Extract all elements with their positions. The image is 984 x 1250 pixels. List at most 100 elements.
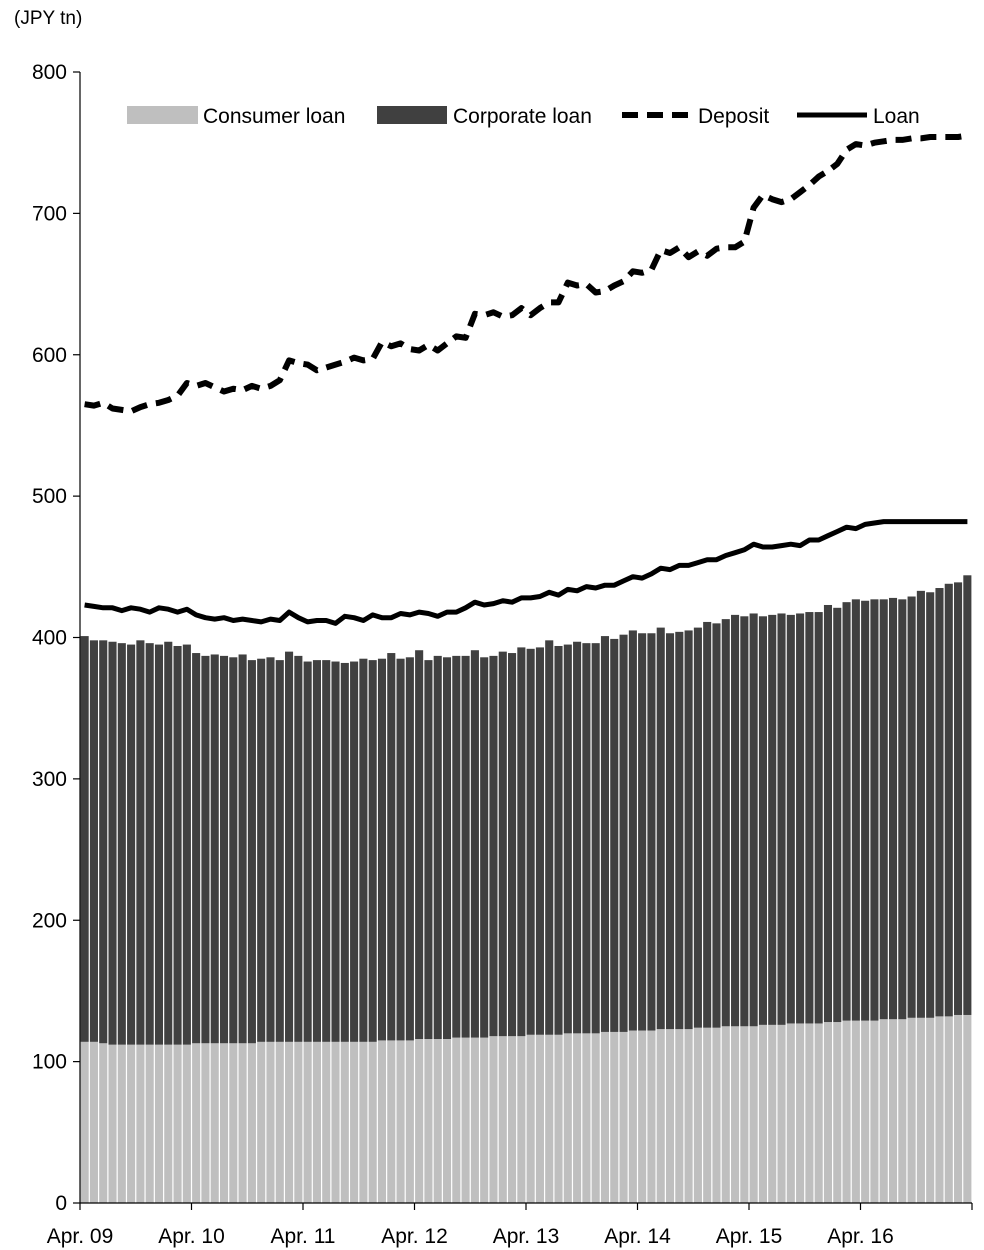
consumer-loan-bar [768, 1024, 777, 1203]
corporate-loan-bar [452, 655, 461, 1038]
consumer-loan-bar [647, 1030, 656, 1203]
corporate-loan-bar [758, 616, 767, 1025]
legend-corporate-loan-label: Corporate loan [453, 105, 592, 128]
corporate-loan-bar [916, 590, 925, 1018]
consumer-loan-bar [433, 1039, 442, 1203]
consumer-loan-bar [229, 1043, 238, 1203]
corporate-loan-bar [851, 599, 860, 1021]
consumer-loan-bar [796, 1023, 805, 1203]
corporate-loan-bar [294, 655, 303, 1042]
consumer-loan-bar [331, 1041, 340, 1203]
corporate-loan-bar [888, 597, 898, 1020]
corporate-loan-bar [219, 655, 229, 1044]
corporate-loan-bar [89, 640, 98, 1042]
consumer-loan-bar [526, 1034, 535, 1203]
corporate-loan-bar [359, 658, 368, 1042]
corporate-loan-bar [935, 588, 944, 1017]
corporate-loan-bar [554, 645, 563, 1035]
consumer-loan-bar [517, 1036, 526, 1203]
consumer-loan-bar [322, 1041, 331, 1203]
corporate-loan-bar [275, 660, 284, 1042]
consumer-loan-bar [749, 1026, 758, 1203]
corporate-loan-bar [749, 613, 758, 1027]
y-tick-label: 200 [32, 909, 67, 932]
consumer-loan-bar [814, 1023, 823, 1203]
consumer-loan-bar [303, 1041, 312, 1203]
consumer-loan-bar [154, 1044, 164, 1203]
corporate-loan-bar [796, 613, 805, 1024]
y-tick-label: 700 [32, 202, 67, 225]
corporate-loan-bar [154, 644, 164, 1045]
corporate-loan-bar [879, 599, 888, 1020]
corporate-loan-bar [665, 633, 675, 1030]
consumer-loan-bar [127, 1044, 136, 1203]
consumer-loan-bar [638, 1030, 647, 1203]
consumer-loan-bar [80, 1041, 89, 1203]
consumer-loan-bar [833, 1022, 842, 1203]
consumer-loan-bar [452, 1037, 461, 1203]
consumer-loan-bar [721, 1026, 730, 1203]
y-tick-label: 600 [32, 344, 67, 367]
corporate-loan-bar [833, 607, 842, 1023]
corporate-loan-bar [638, 633, 647, 1031]
corporate-loan-bar [508, 653, 517, 1037]
corporate-loan-bar [461, 655, 470, 1038]
corporate-loan-bar [545, 640, 554, 1035]
consumer-loan-bar [954, 1014, 963, 1203]
corporate-loan-bar [108, 641, 117, 1045]
corporate-loan-bar [573, 641, 582, 1034]
consumer-loan-bar [740, 1026, 749, 1203]
consumer-loan-bar [247, 1043, 256, 1203]
y-tick-label: 800 [32, 61, 67, 84]
consumer-loan-bar [535, 1034, 544, 1203]
consumer-loan-bar [851, 1020, 860, 1203]
corporate-loan-bar [517, 647, 526, 1037]
legend-deposit-label: Deposit [698, 105, 769, 128]
corporate-loan-bar [684, 630, 693, 1030]
corporate-loan-bar [712, 623, 721, 1028]
corporate-loan-bar [442, 657, 452, 1040]
corporate-loan-bar [322, 660, 331, 1042]
legend-corporate-loan-swatch [377, 106, 447, 124]
consumer-loan-bar [498, 1036, 507, 1203]
consumer-loan-bar [684, 1029, 693, 1203]
corporate-loan-bar [405, 657, 414, 1041]
x-tick-label: Apr. 15 [716, 1225, 783, 1248]
corporate-loan-bar [535, 647, 544, 1035]
corporate-loan-bar [721, 619, 730, 1027]
y-tick-label: 300 [32, 768, 67, 791]
consumer-loan-bar [907, 1017, 916, 1203]
consumer-loan-bar [470, 1037, 479, 1203]
x-tick-label: Apr. 12 [381, 1225, 448, 1248]
corporate-loan-bar [331, 661, 340, 1042]
consumer-loan-bar [192, 1043, 201, 1203]
consumer-loan-bar [312, 1041, 321, 1203]
unit-label: (JPY tn) [14, 8, 82, 29]
consumer-loan-bar [182, 1044, 191, 1203]
corporate-loan-bar [312, 660, 321, 1042]
consumer-loan-bar [591, 1033, 600, 1203]
consumer-loan-bar [99, 1043, 108, 1203]
consumer-loan-bar [461, 1037, 470, 1203]
corporate-loan-bar [368, 660, 377, 1042]
loan-line [84, 519, 968, 626]
consumer-loan-bar [926, 1017, 935, 1203]
axes-group: 0 100 200 300 400 500 600 700 800 Apr. 09 Apr. 10 A… [32, 61, 973, 1248]
corporate-loan-bar [786, 614, 795, 1024]
consumer-loan-bar [600, 1031, 610, 1203]
consumer-loan-bar [861, 1020, 870, 1203]
y-tick-label: 100 [32, 1051, 67, 1074]
corporate-loan-bar [656, 627, 665, 1030]
consumer-loan-bar [888, 1019, 898, 1203]
corporate-loan-bar [619, 634, 628, 1032]
x-tick-label: Apr. 13 [493, 1225, 560, 1248]
corporate-loan-bar [424, 660, 433, 1040]
legend-loan-label: Loan [873, 105, 920, 128]
consumer-loan-bar [777, 1024, 786, 1203]
consumer-loan-bar [619, 1031, 628, 1203]
consumer-loan-bar [136, 1044, 145, 1203]
consumer-loan-bar [675, 1029, 684, 1203]
consumer-loan-bar [219, 1043, 229, 1203]
consumer-loan-bar [257, 1041, 266, 1203]
